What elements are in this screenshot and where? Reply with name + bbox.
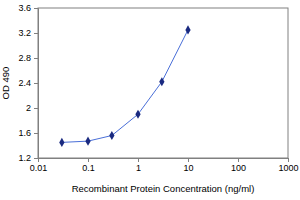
x-tick: 0.01 (30, 158, 48, 173)
y-tick: 3.2 (18, 28, 38, 38)
y-tick: 2.8 (18, 53, 38, 63)
y-axis: 1.2 1.6 2 2.4 2.8 3.2 3.6 (18, 3, 38, 163)
y-tick: 1.2 (18, 153, 38, 163)
y-tick: 2 (26, 103, 38, 113)
y-tick: 1.6 (18, 128, 38, 138)
x-tick-label: 100 (231, 163, 246, 173)
y-tick-mark (34, 8, 38, 9)
y-tick-label: 1.6 (18, 128, 31, 138)
x-tick-label: 0.01 (30, 163, 48, 173)
plot-frame (38, 8, 288, 158)
data-point (109, 131, 114, 140)
x-tick-label: 0.1 (82, 163, 95, 173)
x-tick-label: 1000 (278, 163, 298, 173)
y-tick-mark (34, 58, 38, 59)
chart: 0.01 0.1 1 10 100 1000 1.2 1.6 2 2.4 2.8 3.2 3.6 Reco… (0, 0, 300, 200)
data-point (159, 77, 164, 86)
y-axis-line (34, 9, 39, 159)
x-tick-mark (188, 158, 189, 162)
y-tick-mark (34, 83, 38, 84)
data-point (59, 138, 64, 147)
x-axis: 0.01 0.1 1 10 100 1000 (30, 158, 299, 173)
data-point (185, 25, 190, 34)
data-point (135, 110, 140, 119)
y-tick-mark (34, 108, 38, 109)
x-axis-title: Recombinant Protein Concentration (ng/ml… (72, 183, 255, 194)
y-axis-title: OD 490 (0, 67, 11, 100)
x-axis-line (39, 159, 289, 163)
x-tick-mark (238, 158, 239, 162)
plot: 0.01 0.1 1 10 100 1000 1.2 1.6 2 2.4 2.8 3.2 3.6 (18, 3, 298, 173)
x-tick: 1000 (278, 158, 298, 173)
x-tick-mark (288, 158, 289, 162)
y-tick-mark (34, 158, 38, 159)
data-point (85, 137, 90, 146)
y-tick-mark (34, 33, 38, 34)
y-tick-label: 3.6 (18, 3, 31, 13)
y-tick-mark (34, 133, 38, 134)
x-tick: 10 (183, 158, 193, 173)
y-tick-label: 2.4 (18, 78, 31, 88)
x-tick-mark (138, 158, 139, 162)
x-tick-mark (88, 158, 89, 162)
data-line (62, 30, 188, 143)
data-layer (59, 25, 190, 147)
y-tick: 2.4 (18, 78, 38, 88)
y-tick-label: 2.8 (18, 53, 31, 63)
x-tick: 100 (231, 158, 246, 173)
y-tick: 3.6 (18, 3, 38, 13)
x-tick-label: 10 (183, 163, 193, 173)
y-tick-label: 1.2 (18, 153, 31, 163)
x-tick: 1 (136, 158, 141, 173)
x-tick: 0.1 (82, 158, 95, 173)
y-tick-label: 3.2 (18, 28, 31, 38)
x-tick-label: 1 (136, 163, 141, 173)
y-tick-label: 2 (26, 103, 31, 113)
